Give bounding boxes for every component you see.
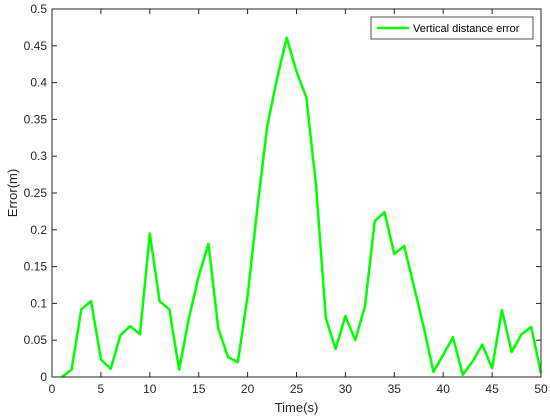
x-tick-label: 10 <box>143 382 157 396</box>
x-tick-label: 40 <box>437 382 451 396</box>
x-tick-label: 35 <box>388 382 402 396</box>
y-axis: 0 0.05 0.1 0.15 0.2 0.25 0.3 0.35 0.4 0.45 0.5 <box>24 2 541 384</box>
x-tick-label: 50 <box>534 382 548 396</box>
y-tick-label: 0.4 <box>30 76 47 90</box>
x-tick-label: 20 <box>241 382 255 396</box>
y-tick-label: 0.3 <box>30 149 47 163</box>
x-axis: 0 5 10 15 20 25 30 35 40 45 50 <box>49 9 548 396</box>
x-tick-label: 30 <box>339 382 353 396</box>
y-tick-label: 0.15 <box>24 260 48 274</box>
y-tick-label: 0 <box>40 370 47 384</box>
plot-background <box>52 9 541 377</box>
legend-box <box>370 16 534 40</box>
y-tick-label: 0.05 <box>24 333 48 347</box>
x-tick-label: 45 <box>485 382 499 396</box>
y-tick-label: 0.2 <box>30 223 47 237</box>
y-tick-label: 0.1 <box>30 296 47 310</box>
legend: Vertical distance error <box>370 16 534 40</box>
y-tick-label: 0.5 <box>30 2 47 16</box>
x-tick-label: 25 <box>290 382 304 396</box>
y-tick-label: 0.25 <box>24 186 48 200</box>
x-axis-label: Time(s) <box>275 400 319 415</box>
legend-label: Vertical distance error <box>413 23 520 35</box>
x-tick-label: 15 <box>192 382 206 396</box>
y-tick-label: 0.35 <box>24 112 48 126</box>
series-layer <box>61 36 543 378</box>
y-axis-label: Error(m) <box>5 169 20 217</box>
y-tick-label: 0.45 <box>24 39 48 53</box>
x-tick-label: 5 <box>98 382 105 396</box>
x-tick-label: 0 <box>49 382 56 396</box>
series-line-vertical-distance-error <box>61 36 543 378</box>
